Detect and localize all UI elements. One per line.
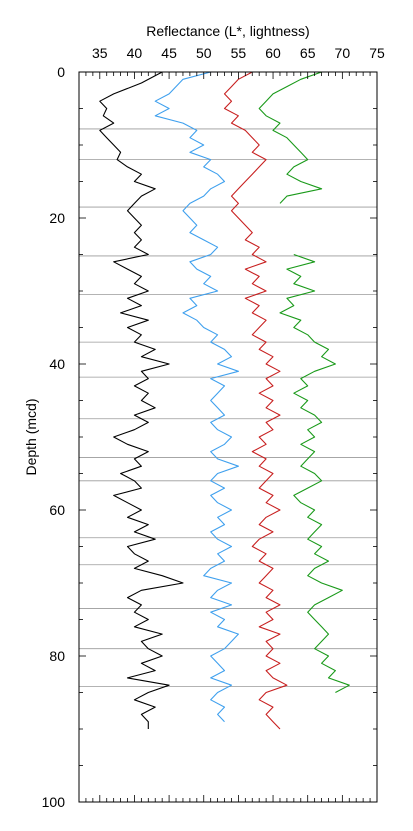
depth-reference-lines — [79, 128, 377, 688]
series-layer — [99, 71, 350, 730]
plot-frame — [78, 71, 378, 803]
x-tick-label: 55 — [231, 45, 247, 61]
x-tick-label: 60 — [265, 45, 281, 61]
x-tick-label: 65 — [300, 45, 316, 61]
x-axis-ticks: 35 40 45 50 55 60 65 70 75 — [78, 45, 385, 802]
y-tick-label: 100 — [42, 794, 66, 810]
y-tick-label: 20 — [49, 210, 65, 226]
y-axis-title: Depth (mcd) — [23, 398, 39, 475]
x-axis-title: Reflectance (L*, lightness) — [146, 23, 309, 39]
x-tick-label: 35 — [92, 45, 108, 61]
y-tick-label: 40 — [49, 356, 65, 372]
x-tick-label: 50 — [196, 45, 212, 61]
x-tick-label: 45 — [161, 45, 177, 61]
plot-border — [78, 71, 378, 803]
y-axis-ticks: 0 20 40 60 80 100 — [42, 64, 377, 810]
series-line-1 — [99, 71, 184, 729]
series-line-2 — [154, 71, 239, 723]
y-tick-label: 0 — [57, 64, 65, 80]
x-tick-label: 70 — [335, 45, 351, 61]
series-line-3 — [223, 71, 288, 730]
x-tick-label: 40 — [127, 45, 143, 61]
series-line-4 — [258, 71, 350, 693]
y-tick-label: 80 — [49, 648, 65, 664]
x-tick-label: 75 — [369, 45, 385, 61]
y-tick-label: 60 — [49, 502, 65, 518]
